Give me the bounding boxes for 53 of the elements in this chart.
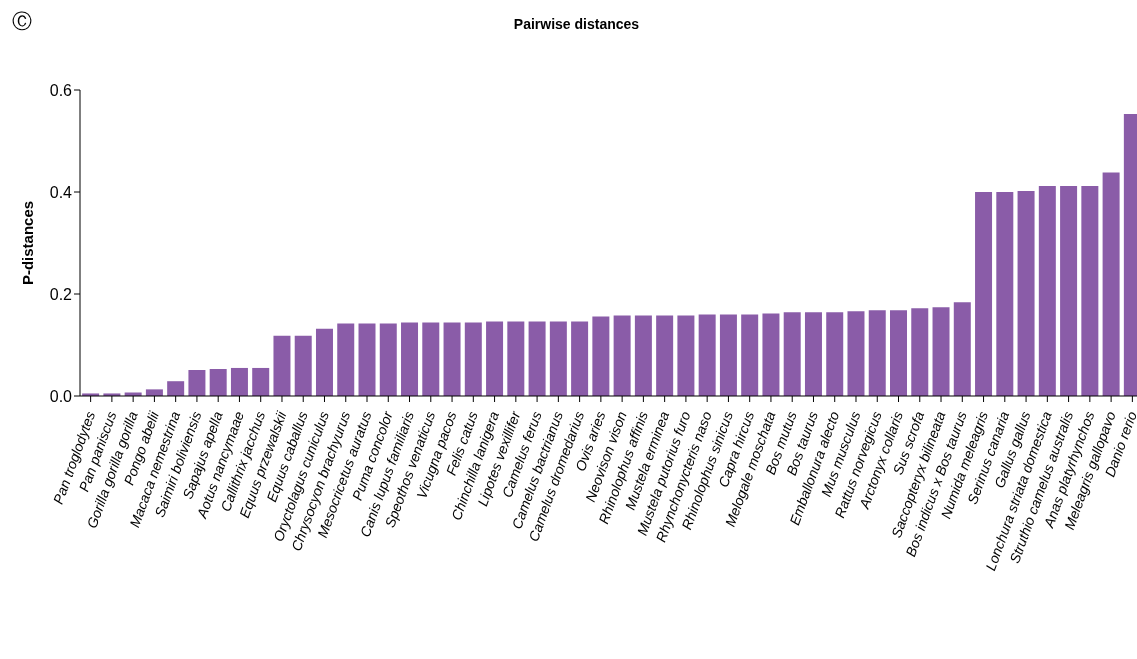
bar: [443, 322, 461, 396]
bar: [719, 314, 737, 396]
bar: [571, 321, 589, 396]
bar: [1017, 190, 1035, 396]
text: Ⓒ: [12, 9, 32, 34]
bar: [294, 335, 312, 396]
bar: [656, 315, 674, 396]
bar: [188, 369, 206, 396]
bar: [932, 307, 950, 396]
y-axis-title: P-distances: [19, 200, 37, 286]
bar: [613, 315, 631, 396]
bar: [996, 192, 1014, 396]
bar: [486, 321, 504, 396]
bar: [634, 315, 652, 396]
y-tick-label: 0.4: [49, 183, 73, 201]
bar: [549, 321, 567, 396]
bar: [337, 323, 355, 396]
bar: [783, 312, 801, 396]
bar: [379, 323, 397, 396]
bar: [230, 367, 248, 396]
bar: [273, 335, 291, 396]
bar: [890, 310, 908, 396]
bar: [358, 323, 376, 396]
bar: [1102, 172, 1120, 396]
bar: [1038, 185, 1056, 396]
bar: [252, 367, 270, 396]
bar: [1081, 185, 1099, 396]
bar: [209, 368, 227, 396]
bar: [847, 311, 865, 396]
bar: [528, 321, 546, 396]
bar: [868, 310, 886, 396]
bar: [401, 322, 419, 396]
y-tick-label: 0.0: [49, 387, 73, 405]
bar: [315, 328, 333, 396]
bar: [953, 302, 971, 396]
y-tick-label: 0.2: [49, 285, 73, 303]
bar: [464, 322, 482, 396]
chart-title: Pairwise distances: [513, 16, 640, 32]
bar: [592, 316, 610, 396]
bar: [741, 314, 759, 396]
bar: [826, 312, 844, 396]
bar: [167, 381, 185, 396]
y-tick-label: 0.6: [49, 81, 73, 99]
bar: [762, 313, 780, 396]
bar: [677, 315, 695, 396]
bar: [145, 389, 163, 396]
bar: [507, 321, 525, 396]
bar: [975, 192, 993, 396]
bar: [422, 322, 440, 396]
bar: [698, 314, 716, 396]
bar: [1060, 185, 1078, 396]
bar: [911, 308, 929, 396]
bar: [804, 312, 822, 396]
